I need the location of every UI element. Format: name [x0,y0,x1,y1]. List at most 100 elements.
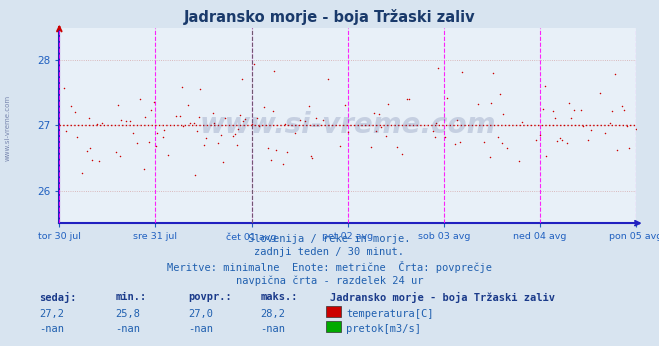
Point [185,120,196,126]
Point [617,103,627,109]
Point [340,102,351,108]
Point [391,145,402,150]
Point [237,76,247,82]
Point [624,145,635,151]
Point [228,133,239,139]
Text: min.:: min.: [115,292,146,302]
Point [371,128,382,134]
Point [212,140,223,146]
Point [552,138,562,144]
Point [262,145,273,151]
Point [366,144,376,149]
Point [451,117,462,123]
Point [132,140,142,146]
Point [85,145,96,151]
Text: 27,2: 27,2 [40,309,65,319]
Point [149,100,159,105]
Point [152,130,163,136]
Point [59,85,70,91]
Point [631,126,641,132]
Point [304,103,314,109]
Point [238,118,248,124]
Point [163,152,173,158]
Point [534,132,545,138]
Point [605,120,616,126]
Point [278,161,289,166]
Point [159,127,169,133]
Point [577,123,588,129]
Point [318,117,328,122]
Point [176,84,186,90]
Text: 27,0: 27,0 [188,309,213,319]
Point [440,134,450,140]
Point [619,107,629,113]
Point [610,71,621,76]
Point [376,125,386,130]
Text: Slovenija / reke in morje.: Slovenija / reke in morje. [248,234,411,244]
Point [562,140,573,145]
Point [600,130,610,136]
Point [259,104,270,110]
Text: sedaj:: sedaj: [40,292,77,303]
Point [279,121,290,127]
Point [381,134,391,139]
Point [121,118,132,123]
Point [548,108,559,113]
Point [190,172,200,177]
Point [150,144,161,149]
Point [473,101,483,107]
Point [479,139,490,144]
Point [240,116,250,122]
Point [369,111,380,116]
Point [188,120,199,126]
Point [281,149,292,155]
Point [455,139,466,144]
Point [200,135,211,140]
Point [254,124,264,129]
Point [550,116,560,121]
Point [557,137,567,143]
Point [82,148,92,153]
Point [217,159,228,164]
Point [305,153,316,159]
Text: maks.:: maks.: [260,292,298,302]
Point [252,115,262,121]
Point [374,111,385,117]
Point [94,158,104,163]
Point [195,86,206,92]
Point [612,147,622,153]
Point [97,120,107,126]
Point [194,114,204,119]
Text: 25,8: 25,8 [115,309,140,319]
Point [144,139,154,145]
Point [488,70,498,76]
Point [606,108,617,113]
Point [231,143,242,148]
Text: -nan: -nan [260,324,285,334]
Text: -nan: -nan [40,324,65,334]
Point [563,100,574,106]
Point [343,129,354,134]
Point [322,76,333,82]
Point [295,117,306,122]
Point [496,140,507,146]
Point [216,133,227,138]
Point [433,65,444,71]
Point [140,115,151,120]
Point [207,110,217,116]
Point [145,108,156,113]
Point [171,114,182,119]
Point [83,115,94,120]
Point [247,121,258,127]
Point [594,90,605,96]
Point [192,128,202,134]
Point [583,137,593,143]
Point [233,127,244,132]
Point [431,121,442,126]
Point [569,107,579,112]
Point [429,135,440,140]
Point [538,106,548,112]
Point [495,91,505,97]
Text: pretok[m3/s]: pretok[m3/s] [346,324,421,334]
Text: -nan: -nan [188,324,213,334]
